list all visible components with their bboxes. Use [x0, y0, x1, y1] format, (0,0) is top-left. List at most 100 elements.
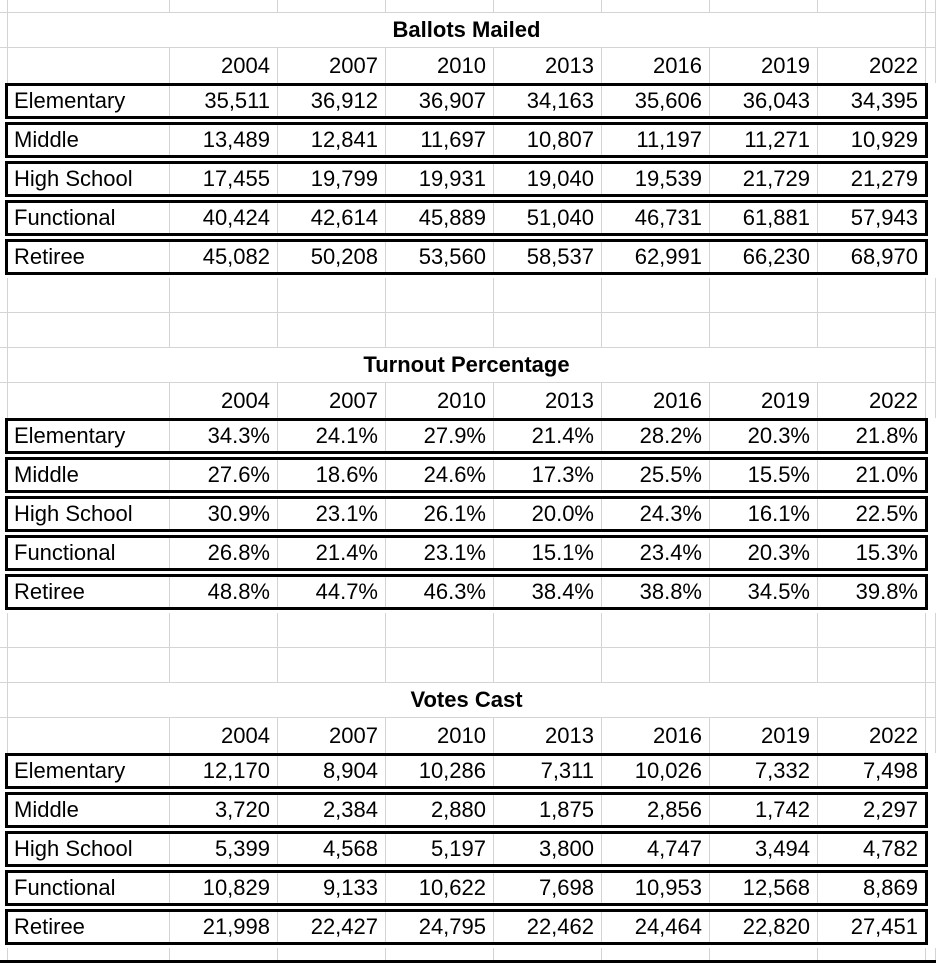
value-cell[interactable]: 46,731	[602, 203, 710, 233]
row-label-cell[interactable]: Functional	[8, 203, 170, 233]
value-cell[interactable]: 40,424	[170, 203, 278, 233]
value-cell[interactable]: 34,395	[850, 88, 918, 113]
value-cell[interactable]: 15.3%	[855, 540, 918, 565]
value-cell[interactable]: 42,614	[278, 203, 386, 233]
empty-cell[interactable]	[170, 613, 278, 647]
empty-cell[interactable]	[8, 718, 170, 753]
year-header-cell[interactable]: 2019	[710, 383, 818, 418]
empty-cell[interactable]	[386, 948, 494, 960]
value-cell[interactable]: 10,953	[602, 873, 710, 903]
value-cell[interactable]: 1,742	[710, 795, 818, 825]
year-header-cell[interactable]: 2004	[170, 48, 278, 83]
value-cell[interactable]: 19,931	[386, 164, 494, 194]
empty-cell[interactable]	[494, 313, 602, 347]
empty-cell[interactable]	[602, 278, 710, 312]
value-cell[interactable]: 16.1%	[710, 499, 818, 529]
value-cell[interactable]: 10,807	[494, 125, 602, 155]
value-cell[interactable]: 22.5%	[855, 501, 918, 526]
value-cell[interactable]: 7,332	[710, 756, 818, 786]
empty-cell[interactable]	[170, 278, 278, 312]
empty-cell[interactable]	[602, 648, 710, 682]
value-cell[interactable]: 23.4%	[602, 538, 710, 568]
value-cell[interactable]: 7,311	[494, 756, 602, 786]
value-cell[interactable]: 10,829	[170, 873, 278, 903]
value-cell[interactable]: 46.3%	[386, 577, 494, 607]
row-label-cell[interactable]: Functional	[8, 538, 170, 568]
value-cell[interactable]: 36,043	[710, 86, 818, 116]
value-cell[interactable]: 62,991	[602, 242, 710, 272]
empty-cell[interactable]	[818, 948, 926, 960]
row-label-cell[interactable]: Middle	[8, 795, 170, 825]
row-label-cell[interactable]: Functional	[8, 873, 170, 903]
empty-cell[interactable]	[386, 313, 494, 347]
empty-cell[interactable]	[386, 278, 494, 312]
value-cell[interactable]: 68,970	[850, 244, 918, 269]
value-cell[interactable]: 15.5%	[710, 460, 818, 490]
empty-cell[interactable]	[710, 278, 818, 312]
value-cell[interactable]: 4,568	[278, 834, 386, 864]
year-header-cell[interactable]: 2019	[710, 718, 818, 753]
empty-cell[interactable]	[278, 0, 386, 12]
table-title[interactable]: Ballots Mailed	[8, 13, 926, 47]
empty-cell[interactable]	[494, 648, 602, 682]
value-cell[interactable]: 5,197	[386, 834, 494, 864]
value-cell[interactable]: 12,568	[710, 873, 818, 903]
value-cell[interactable]: 61,881	[710, 203, 818, 233]
empty-cell[interactable]	[8, 948, 170, 960]
value-cell[interactable]: 19,799	[278, 164, 386, 194]
value-cell[interactable]: 57,943	[850, 205, 918, 230]
value-cell[interactable]: 34.5%	[710, 577, 818, 607]
value-cell[interactable]: 44.7%	[278, 577, 386, 607]
empty-cell[interactable]	[818, 648, 926, 682]
year-header-cell[interactable]: 2010	[386, 718, 494, 753]
value-cell[interactable]: 35,511	[170, 86, 278, 116]
year-header-cell[interactable]: 2007	[278, 383, 386, 418]
empty-cell[interactable]	[278, 613, 386, 647]
year-header-cell[interactable]: 2013	[494, 48, 602, 83]
value-cell[interactable]: 24.1%	[278, 421, 386, 451]
value-cell[interactable]: 36,912	[278, 86, 386, 116]
value-cell[interactable]: 4,747	[602, 834, 710, 864]
value-cell[interactable]: 34,163	[494, 86, 602, 116]
empty-cell[interactable]	[278, 313, 386, 347]
year-header-cell[interactable]: 2004	[170, 383, 278, 418]
empty-cell[interactable]	[170, 313, 278, 347]
value-cell[interactable]: 12,170	[170, 756, 278, 786]
empty-cell[interactable]	[818, 0, 926, 12]
value-cell[interactable]: 24.3%	[602, 499, 710, 529]
row-label-cell[interactable]: High School	[8, 834, 170, 864]
year-header-cell[interactable]: 2010	[386, 48, 494, 83]
year-header-cell[interactable]: 2016	[602, 48, 710, 83]
value-cell[interactable]: 23.1%	[278, 499, 386, 529]
year-header-cell[interactable]: 2013	[494, 718, 602, 753]
value-cell[interactable]: 22,427	[278, 912, 386, 942]
value-cell[interactable]: 7,498	[862, 758, 918, 783]
empty-cell[interactable]	[386, 648, 494, 682]
value-cell[interactable]: 21,998	[170, 912, 278, 942]
row-label-cell[interactable]: Retiree	[8, 242, 170, 272]
value-cell[interactable]: 25.5%	[602, 460, 710, 490]
empty-cell[interactable]	[8, 648, 170, 682]
empty-cell[interactable]	[602, 0, 710, 12]
value-cell[interactable]: 53,560	[386, 242, 494, 272]
value-cell[interactable]: 66,230	[710, 242, 818, 272]
row-label-cell[interactable]: Elementary	[8, 421, 170, 451]
empty-cell[interactable]	[710, 0, 818, 12]
value-cell[interactable]: 12,841	[278, 125, 386, 155]
empty-cell[interactable]	[602, 948, 710, 960]
value-cell[interactable]: 39.8%	[855, 579, 918, 604]
value-cell[interactable]: 11,697	[386, 125, 494, 155]
empty-cell[interactable]	[8, 313, 170, 347]
value-cell[interactable]: 22,820	[710, 912, 818, 942]
value-cell[interactable]: 5,399	[170, 834, 278, 864]
empty-cell[interactable]	[386, 613, 494, 647]
value-cell[interactable]: 27.9%	[386, 421, 494, 451]
value-cell[interactable]: 15.1%	[494, 538, 602, 568]
value-cell[interactable]: 23.1%	[386, 538, 494, 568]
value-cell[interactable]: 21.4%	[494, 421, 602, 451]
value-cell[interactable]: 2,384	[278, 795, 386, 825]
value-cell[interactable]: 11,197	[602, 125, 710, 155]
row-label-cell[interactable]: Retiree	[8, 577, 170, 607]
value-cell[interactable]: 21,279	[850, 166, 918, 191]
value-cell[interactable]: 17.3%	[494, 460, 602, 490]
